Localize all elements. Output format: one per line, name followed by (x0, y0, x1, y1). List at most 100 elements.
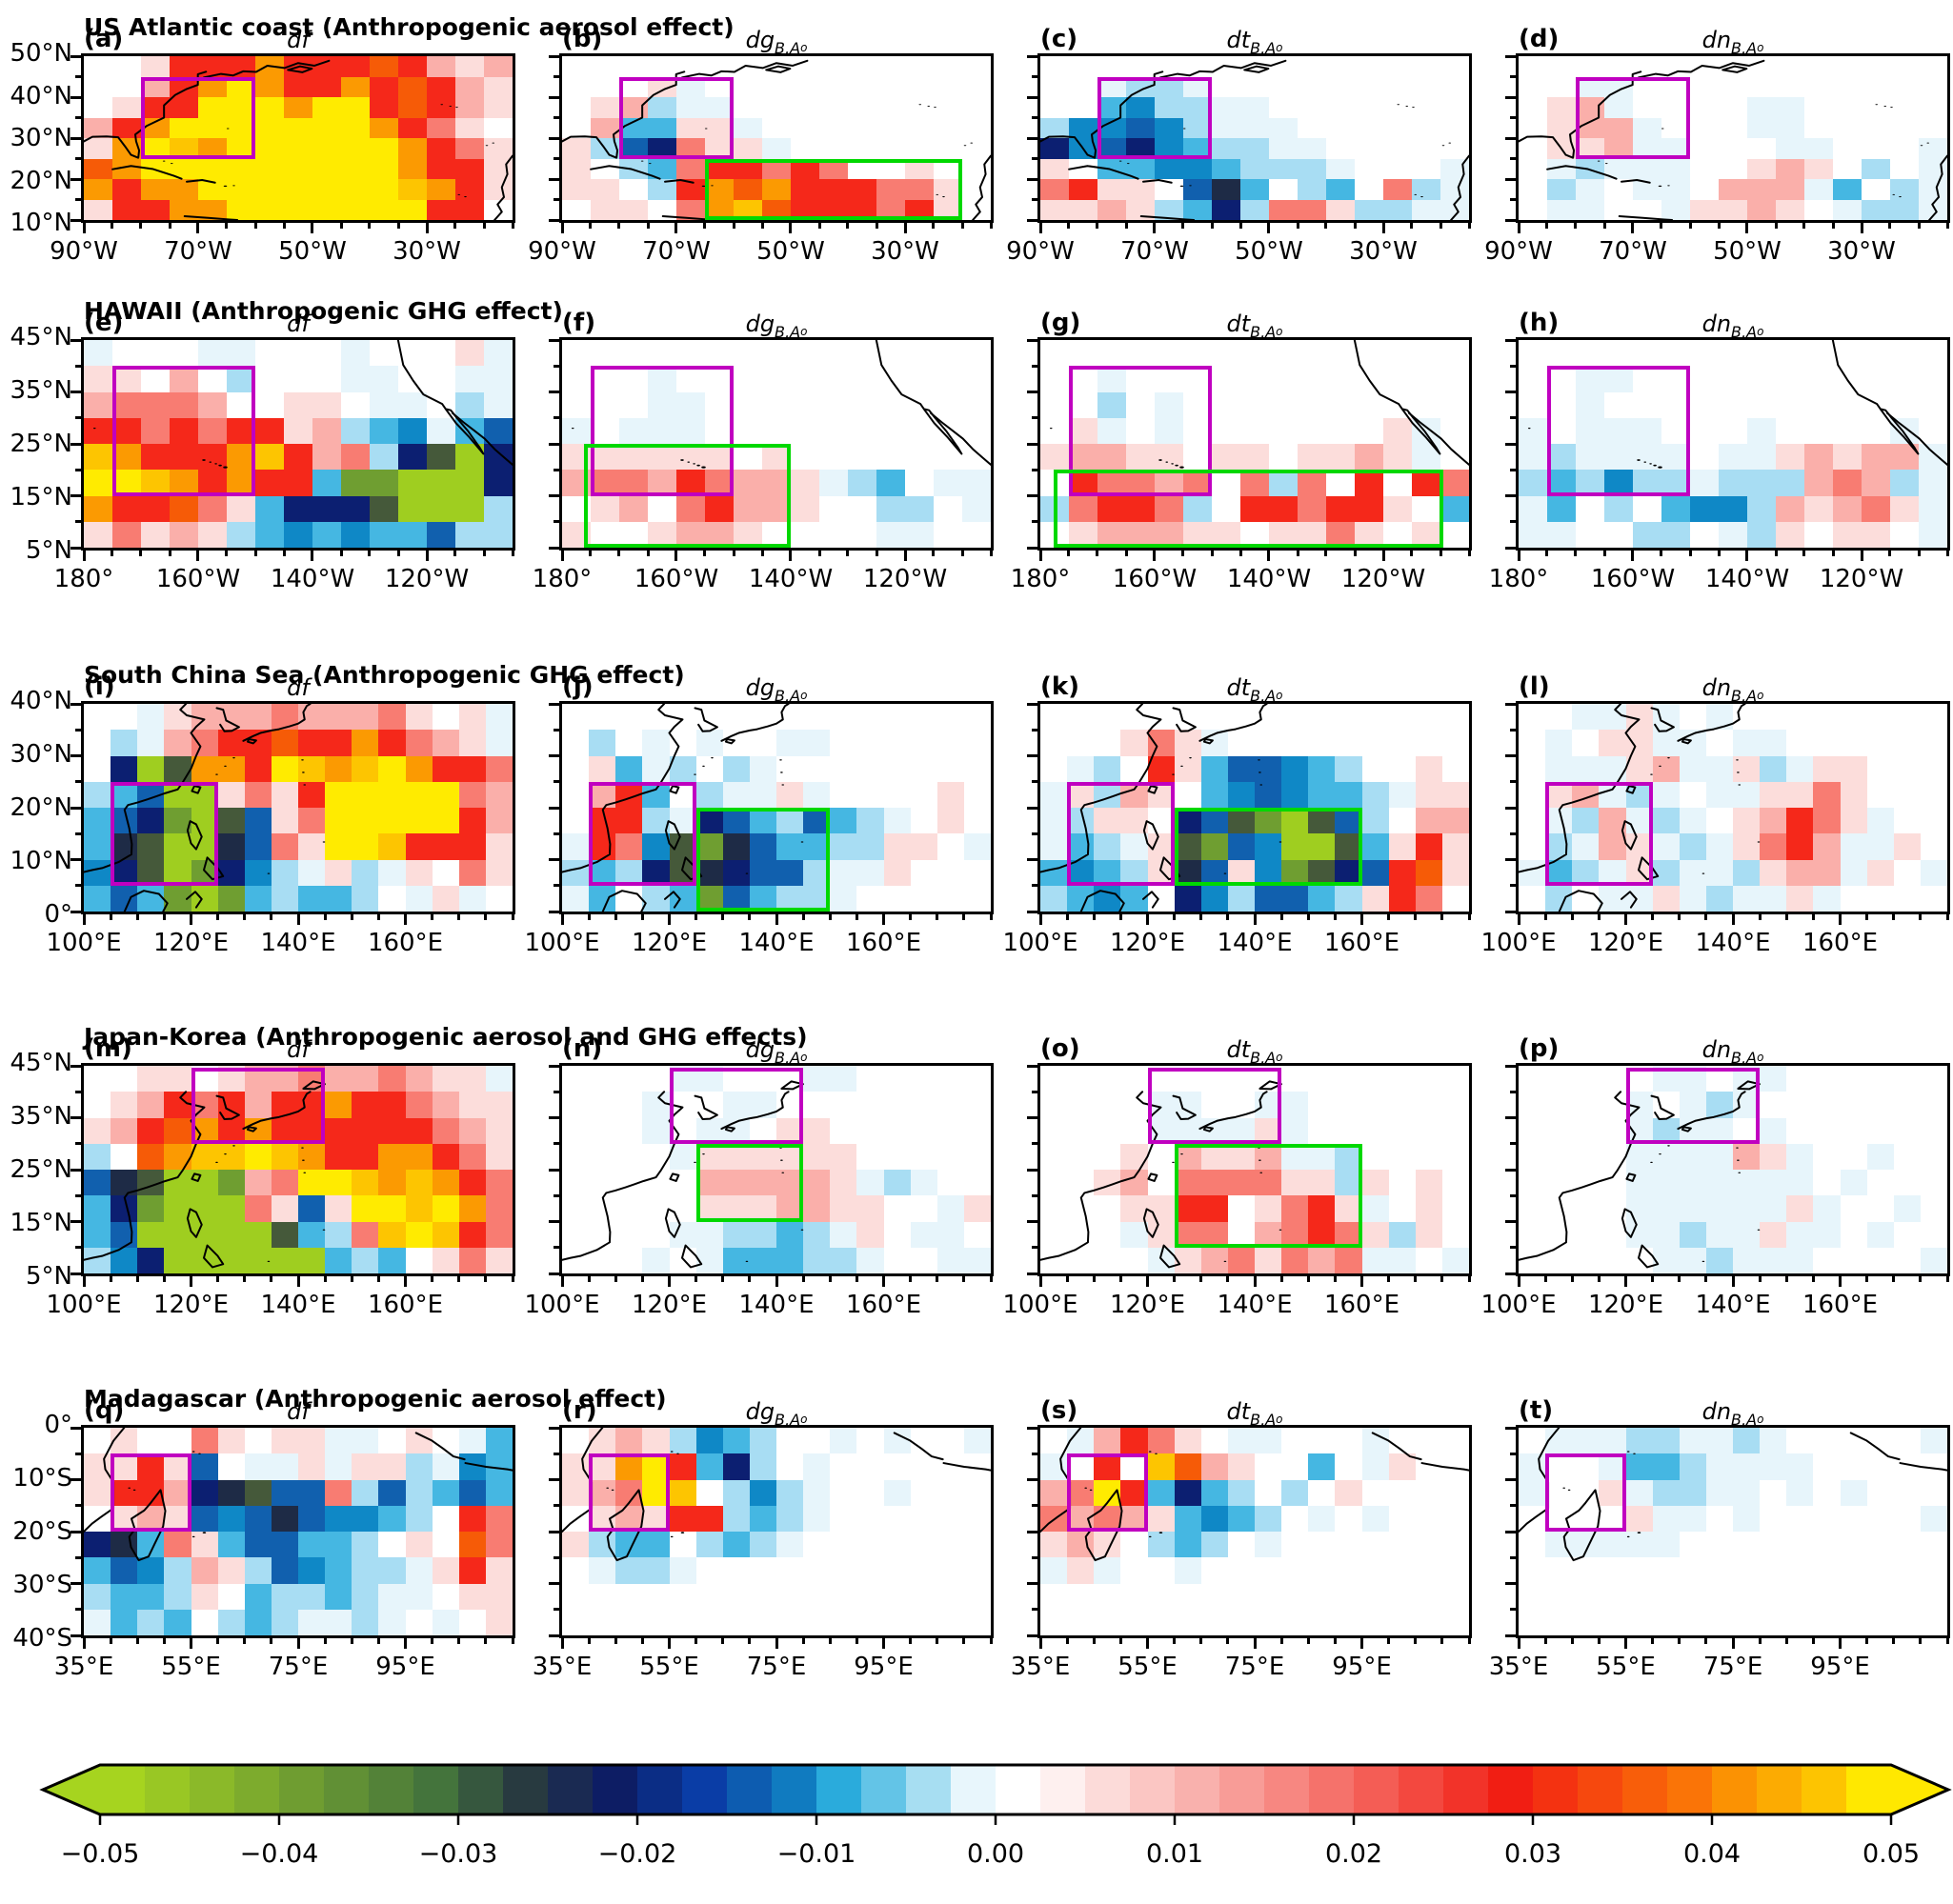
y-axis-label: 30°N (10, 124, 72, 152)
axis-tick (1505, 1633, 1516, 1637)
cell (271, 1170, 298, 1196)
cell (137, 1453, 165, 1480)
cell (1547, 470, 1576, 496)
x-axis-label: 35°E (532, 1653, 593, 1681)
cell (341, 199, 370, 220)
cell (562, 704, 590, 731)
cell (1890, 117, 1919, 138)
cell (325, 1221, 352, 1248)
cell (1097, 444, 1126, 471)
cell (405, 704, 433, 731)
cell (485, 1221, 513, 1248)
cell (1440, 391, 1469, 418)
cell (1705, 730, 1733, 756)
cell (1155, 521, 1183, 548)
cell (255, 199, 284, 220)
cell (244, 1532, 272, 1558)
cell (1126, 417, 1155, 444)
cell (883, 1479, 911, 1506)
cell (1040, 1428, 1068, 1454)
cell (819, 76, 848, 97)
cell (1412, 179, 1440, 200)
cell (325, 755, 352, 782)
cell (112, 470, 141, 496)
cell (84, 117, 112, 138)
axis-tick (1092, 914, 1096, 920)
cell (1240, 470, 1269, 496)
cell (458, 1066, 486, 1092)
cell (762, 521, 791, 548)
axis-tick (1510, 1452, 1516, 1455)
cell (1545, 1143, 1573, 1170)
cell (934, 521, 962, 548)
cell (883, 808, 911, 834)
axis-tick (1067, 551, 1071, 556)
cell (1308, 1532, 1336, 1558)
cell (1040, 76, 1069, 97)
x-axis-label: 70°W (164, 237, 232, 266)
cell (803, 1453, 831, 1480)
cell (398, 366, 427, 392)
axis-tick (1774, 551, 1778, 556)
cell (244, 885, 272, 912)
cell (910, 808, 937, 834)
axis-tick (1032, 728, 1037, 732)
cell (848, 179, 876, 200)
cell (164, 730, 191, 756)
cell (1776, 76, 1804, 97)
axis-tick (75, 1608, 81, 1612)
cell (1094, 885, 1121, 912)
cell (1255, 1505, 1282, 1532)
cell (455, 97, 484, 118)
y-axis-label: 35°N (10, 376, 72, 405)
cell (485, 859, 513, 886)
cell (455, 158, 484, 179)
cell (1281, 1221, 1309, 1248)
cell (1326, 521, 1355, 548)
cell (648, 56, 676, 77)
cell (589, 1066, 616, 1092)
cell (1893, 885, 1921, 912)
cell (1040, 391, 1069, 418)
cell (1412, 56, 1440, 77)
axis-tick (721, 1276, 725, 1282)
cell (1415, 1428, 1442, 1454)
cell (1652, 1505, 1680, 1532)
cell (749, 781, 776, 808)
cell (217, 885, 245, 912)
cell (1067, 1117, 1095, 1144)
cell (562, 859, 590, 886)
cell (378, 755, 406, 782)
axis-tick (1892, 1638, 1896, 1644)
axis-tick (549, 1116, 559, 1119)
cell (1760, 1066, 1787, 1092)
cell (485, 781, 513, 808)
cell (378, 1532, 406, 1558)
cell (905, 199, 934, 220)
cell (1383, 340, 1412, 367)
cell (1786, 1505, 1814, 1532)
cell (191, 1428, 218, 1454)
cell (1840, 730, 1867, 756)
cell (352, 808, 379, 834)
cell (1355, 391, 1383, 418)
cell (762, 470, 791, 496)
cell (1625, 1195, 1653, 1222)
cell (1147, 704, 1175, 731)
cell (1519, 76, 1547, 97)
cell (312, 470, 341, 496)
cell (1255, 1479, 1282, 1506)
cell (1625, 1453, 1653, 1480)
x-axis-label: 30°W (871, 237, 939, 266)
axis-tick (1032, 520, 1037, 524)
cell (705, 138, 734, 159)
cell (1227, 859, 1255, 886)
cell (84, 1453, 111, 1480)
cell (1705, 1221, 1733, 1248)
cell (227, 521, 255, 548)
cell (705, 366, 734, 392)
cell (749, 704, 776, 731)
cell (1441, 1583, 1469, 1610)
axis-tick (801, 914, 805, 920)
panel-variable: df (84, 674, 513, 705)
